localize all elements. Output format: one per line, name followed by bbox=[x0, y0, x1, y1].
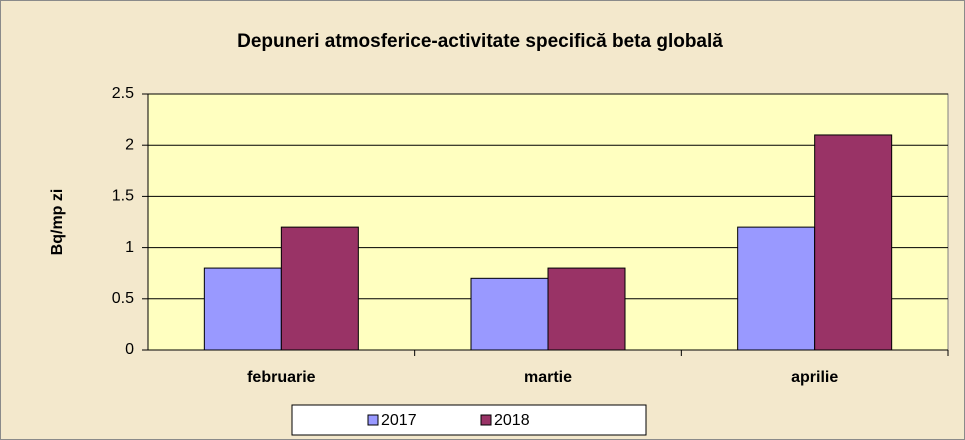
y-tick-label: 2.5 bbox=[112, 85, 134, 102]
legend-label: 2017 bbox=[381, 412, 417, 429]
bar bbox=[203, 267, 282, 351]
y-tick-label: 1.5 bbox=[112, 188, 134, 205]
chart-title: Depuneri atmosferice-activitate specific… bbox=[237, 31, 723, 52]
legend-label: 2018 bbox=[494, 412, 530, 429]
x-tick-label: aprilie bbox=[791, 369, 838, 386]
y-tick-label: 1 bbox=[125, 239, 134, 256]
y-tick-label: 2 bbox=[125, 136, 134, 153]
bar bbox=[814, 134, 893, 351]
bar bbox=[737, 226, 816, 351]
bar bbox=[280, 226, 359, 351]
x-tick-label: martie bbox=[524, 369, 572, 386]
bar bbox=[547, 267, 626, 351]
y-axis-label: Bq/mp zi bbox=[49, 189, 66, 256]
legend: 2017 2018 bbox=[291, 404, 647, 436]
legend-swatch bbox=[367, 414, 379, 426]
x-tick-label: februarie bbox=[247, 369, 316, 386]
y-tick-label: 0.5 bbox=[112, 290, 134, 307]
legend-swatch bbox=[480, 414, 492, 426]
bar bbox=[470, 277, 549, 351]
y-tick-label: 0 bbox=[125, 341, 134, 358]
legend-box bbox=[291, 404, 647, 436]
